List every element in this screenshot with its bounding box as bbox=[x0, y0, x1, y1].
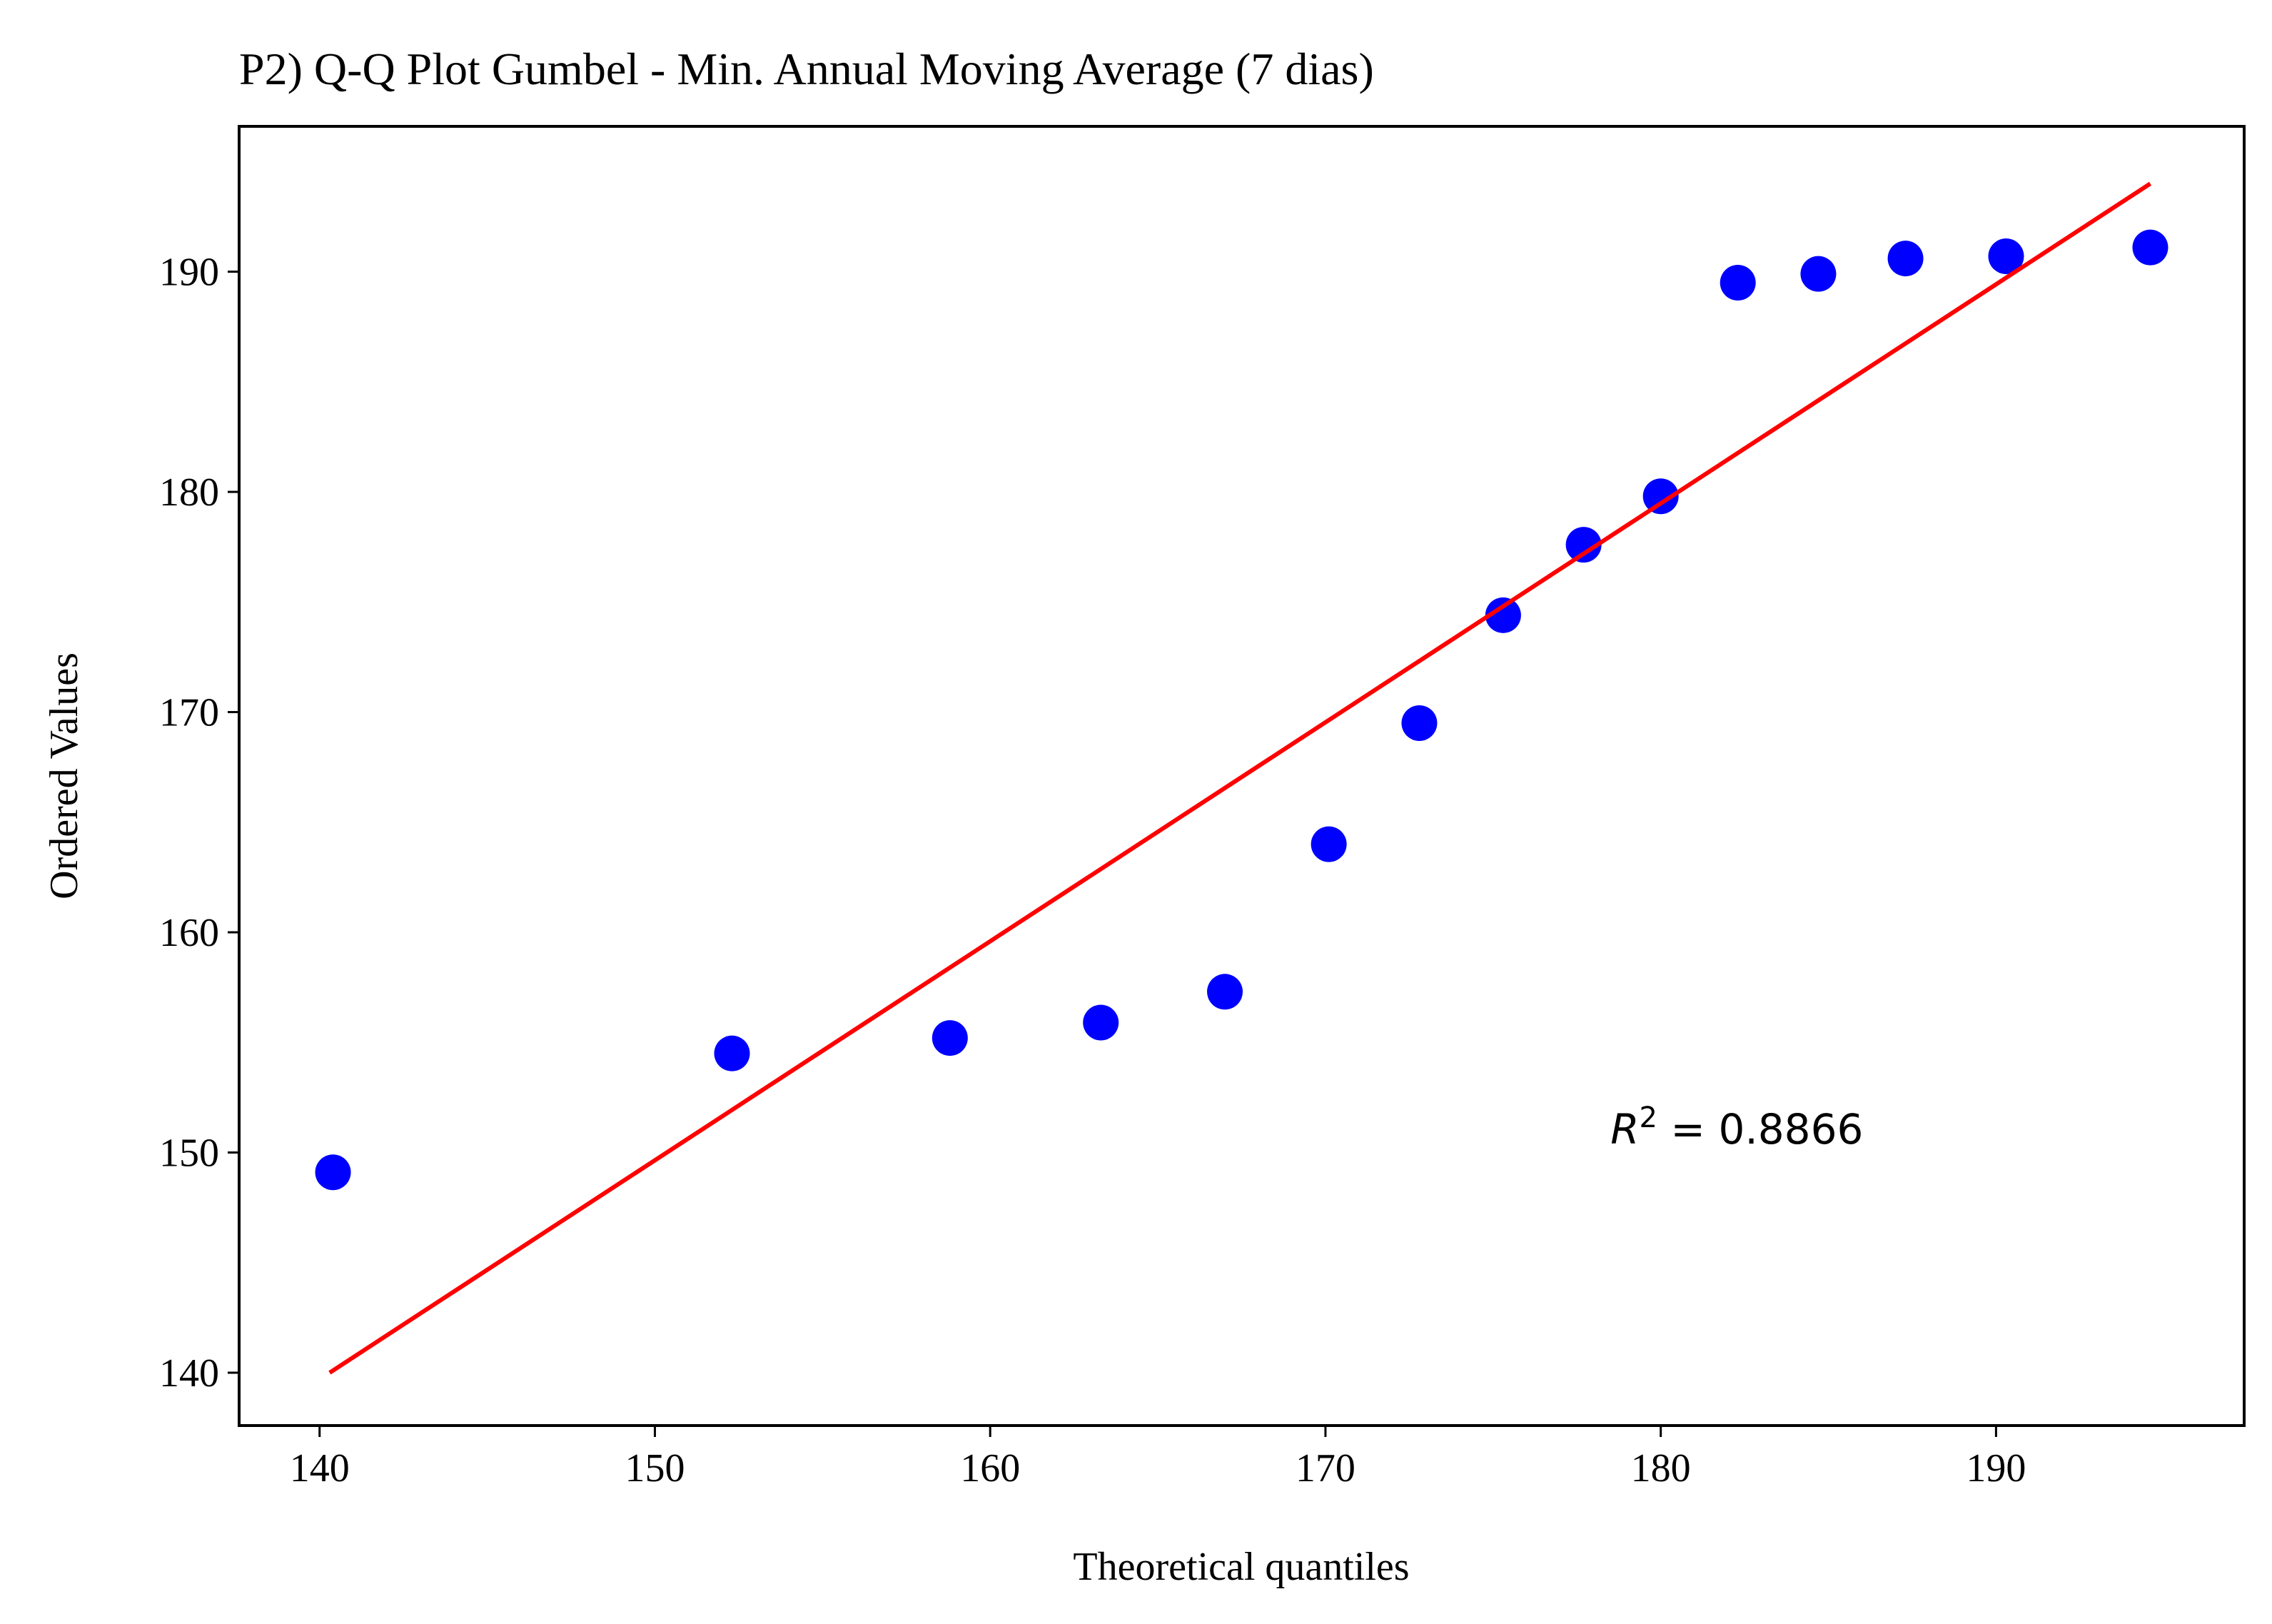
data-point bbox=[1988, 238, 2024, 274]
r-squared-value: = 0.8866 bbox=[1657, 1105, 1863, 1154]
plot-area-frame bbox=[238, 125, 2246, 1427]
data-point bbox=[315, 1154, 351, 1191]
x-tick-label: 170 bbox=[1296, 1446, 1355, 1491]
data-point bbox=[1083, 1004, 1119, 1041]
fit-line bbox=[328, 181, 2152, 1375]
chart-title: P2) Q-Q Plot Gumbel - Min. Annual Moving… bbox=[239, 44, 1374, 94]
data-point bbox=[1485, 597, 1521, 633]
data-point bbox=[1311, 826, 1347, 862]
x-tick-label: 140 bbox=[290, 1446, 350, 1491]
data-point bbox=[1565, 527, 1602, 563]
plot-area-layer bbox=[315, 181, 2169, 1375]
y-tick-label: 180 bbox=[159, 470, 219, 515]
data-point bbox=[714, 1035, 750, 1071]
x-tick-label: 150 bbox=[625, 1446, 685, 1491]
y-tick-label: 140 bbox=[159, 1351, 219, 1396]
x-tick-label: 190 bbox=[1966, 1446, 2026, 1491]
data-point bbox=[1800, 256, 1837, 292]
data-point bbox=[1401, 705, 1438, 741]
x-tick-label: 160 bbox=[960, 1446, 1020, 1491]
r-squared-symbol: R bbox=[1610, 1105, 1639, 1154]
data-point bbox=[1887, 241, 1924, 277]
x-axis-label: Theoretical quantiles bbox=[1073, 1545, 1409, 1589]
data-point bbox=[2132, 229, 2169, 266]
y-axis-ticks: 140 150 160 170 180 190 bbox=[159, 251, 239, 1396]
y-tick-label: 170 bbox=[159, 691, 219, 735]
x-axis-ticks: 140 150 160 170 180 190 bbox=[290, 1426, 2026, 1491]
data-point bbox=[1642, 478, 1679, 515]
data-point bbox=[1720, 265, 1756, 301]
y-tick-label: 150 bbox=[159, 1131, 219, 1175]
y-tick-label: 160 bbox=[159, 911, 219, 955]
r-squared-annotation: R2 = 0.8866 bbox=[1610, 1101, 1863, 1154]
r-squared-exponent: 2 bbox=[1640, 1101, 1657, 1134]
y-tick-label: 190 bbox=[159, 251, 219, 295]
data-point bbox=[1207, 974, 1243, 1010]
data-point bbox=[931, 1020, 968, 1056]
x-tick-label: 180 bbox=[1631, 1446, 1691, 1491]
y-axis-label: Ordered Values bbox=[42, 652, 86, 899]
